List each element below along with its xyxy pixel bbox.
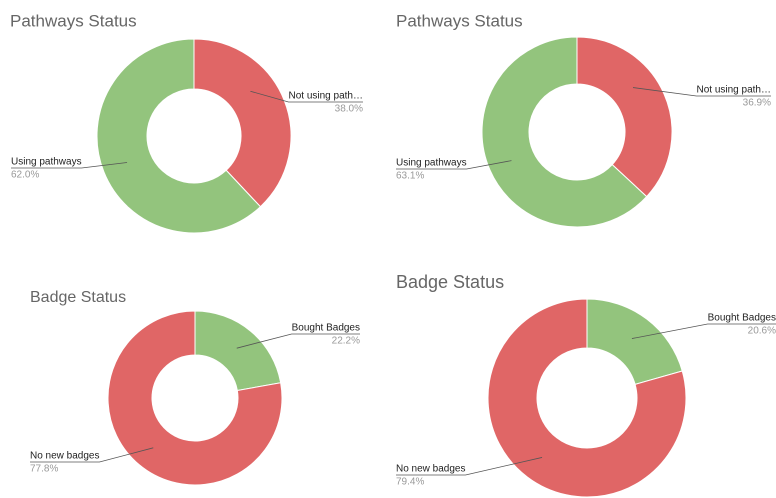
chart-title: Badge Status (30, 289, 126, 306)
slice-label: Not using path… (289, 91, 364, 102)
slice-value: 20.6% (748, 326, 776, 337)
slice-label: Bought Badges (708, 313, 776, 324)
donut-slice (487, 298, 687, 498)
leader-line (396, 160, 512, 170)
donut-slice (481, 36, 648, 228)
donut-slice (96, 38, 262, 234)
slice-value: 79.4% (396, 477, 424, 488)
slice-label: Using pathways (396, 158, 467, 169)
slice-value: 63.1% (396, 171, 424, 182)
donut-slice (107, 310, 283, 486)
slice-label: Using pathways (11, 157, 82, 168)
slice-label: Bought Badges (292, 323, 360, 334)
leader-line (631, 323, 776, 339)
slice-label: No new badges (396, 464, 466, 475)
donut-slice (576, 36, 673, 198)
chart-title: Pathways Status (396, 11, 523, 30)
leader-line (236, 333, 360, 349)
donut-slice (586, 298, 683, 385)
leader-line (632, 87, 771, 97)
slice-label: No new badges (30, 451, 100, 462)
slice-value: 22.2% (332, 336, 360, 347)
leader-line (396, 457, 543, 476)
leader-line (250, 90, 363, 103)
donut-slice (193, 38, 292, 208)
slice-value: 62.0% (11, 170, 39, 181)
leader-line (30, 447, 154, 463)
slice-value: 38.0% (335, 104, 363, 115)
chart-title: Pathways Status (10, 11, 137, 30)
slice-value: 77.8% (30, 464, 58, 475)
chart-title: Badge Status (396, 272, 504, 292)
slice-label: Not using path… (697, 85, 772, 96)
slice-value: 36.9% (743, 98, 771, 109)
leader-line (11, 162, 128, 169)
donut-slice (194, 310, 282, 392)
